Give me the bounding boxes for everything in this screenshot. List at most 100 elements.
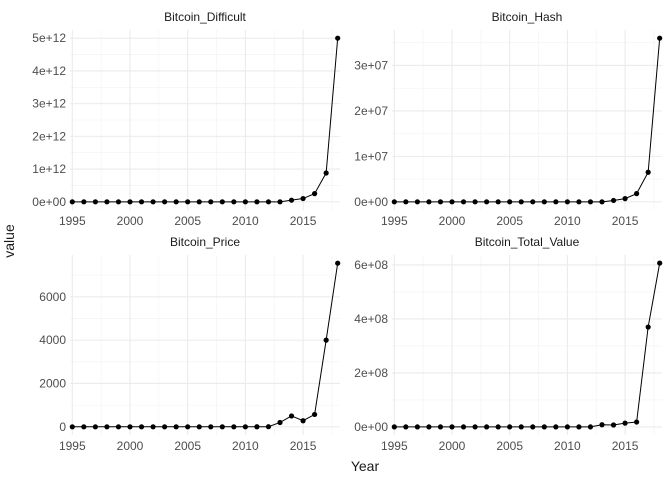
data-point [92, 424, 98, 430]
data-point [173, 199, 179, 205]
x-tick-label: 1995 [59, 439, 86, 453]
data-point [391, 199, 397, 205]
y-tick-label: 0e+00 [354, 195, 388, 209]
data-point [104, 199, 110, 205]
data-point [460, 424, 467, 430]
data-point [138, 424, 145, 430]
x-tick-label: 2010 [232, 214, 259, 228]
data-point [265, 424, 272, 430]
data-point [150, 199, 156, 205]
data-point [634, 419, 640, 425]
data-point [576, 199, 582, 205]
x-tick-label: 2000 [439, 214, 466, 228]
data-point [300, 418, 306, 424]
y-tick-label: 4000 [39, 333, 66, 347]
data-point [81, 424, 87, 430]
data-point [449, 199, 455, 205]
data-point [587, 199, 594, 205]
data-point [507, 424, 513, 430]
data-point [610, 197, 617, 204]
series-line [394, 38, 661, 203]
data-point [530, 424, 536, 430]
y-tick-label: 2000 [39, 376, 66, 390]
data-point [495, 199, 501, 205]
data-point [634, 191, 640, 197]
facet-panel: Bitcoin_Total_Value 1995 2000 2005 2010 2015 0… [354, 235, 663, 453]
y-tick-label: 5e+12 [32, 31, 66, 45]
x-tick-label: 2015 [612, 214, 639, 228]
data-point [219, 424, 225, 430]
x-tick-label: 2015 [612, 439, 639, 453]
data-point [162, 424, 168, 430]
data-point [335, 35, 341, 41]
data-point [69, 199, 75, 205]
data-point [196, 199, 202, 205]
x-tick-label: 2015 [290, 439, 317, 453]
facet-panel: Bitcoin_Price 1995 2000 2005 2010 2015 0 2000 40… [39, 235, 341, 453]
data-point [599, 422, 605, 428]
data-point [495, 424, 501, 430]
data-point [403, 199, 409, 205]
data-point [277, 419, 283, 426]
data-point [81, 199, 87, 205]
data-point [300, 195, 306, 202]
data-point [92, 199, 98, 205]
facet-title: Bitcoin_Difficult [164, 10, 246, 24]
x-tick-label: 2010 [554, 214, 581, 228]
data-point [196, 424, 202, 430]
y-tick-label: 2e+08 [354, 366, 388, 380]
x-tick-label: 2010 [232, 439, 259, 453]
data-point [219, 199, 225, 205]
data-point [541, 424, 547, 430]
y-tick-label: 1e+07 [354, 149, 388, 163]
data-point [518, 424, 524, 430]
data-point [138, 199, 145, 205]
y-tick-label: 2e+12 [32, 129, 66, 143]
data-point [173, 424, 179, 430]
data-point [127, 424, 133, 430]
data-point [507, 199, 513, 205]
data-point [437, 199, 444, 205]
data-point [518, 199, 524, 205]
data-point [657, 35, 663, 41]
y-tick-label: 1e+12 [32, 162, 66, 176]
data-point [254, 199, 260, 205]
data-point [242, 199, 248, 205]
data-point [414, 199, 420, 205]
facet-title: Bitcoin_Price [170, 235, 240, 249]
data-point [472, 424, 478, 430]
data-point [69, 424, 75, 430]
data-point [323, 337, 329, 343]
data-point [254, 424, 260, 430]
data-point [185, 424, 191, 430]
data-point [208, 199, 214, 205]
data-point [426, 424, 432, 430]
x-tick-label: 2005 [496, 214, 523, 228]
data-point [449, 424, 455, 430]
y-tick-label: 0e+00 [32, 195, 66, 209]
data-point [564, 199, 570, 205]
data-point [323, 170, 329, 176]
y-tick-label: 6000 [39, 290, 66, 304]
data-point [426, 199, 432, 205]
data-point [553, 199, 559, 205]
data-point [265, 199, 272, 205]
data-point [484, 424, 490, 430]
data-point [288, 197, 295, 203]
data-point [127, 199, 133, 205]
x-axis-title: Year [351, 458, 380, 474]
series-line [72, 263, 339, 428]
x-tick-label: 1995 [381, 214, 408, 228]
y-tick-label: 4e+12 [32, 64, 66, 78]
data-point [150, 424, 156, 430]
data-point [391, 424, 397, 430]
data-point [564, 424, 570, 430]
data-point [403, 424, 409, 430]
x-tick-label: 2000 [439, 439, 466, 453]
data-point [472, 199, 478, 205]
data-point [104, 424, 110, 430]
y-tick-label: 2e+07 [354, 104, 388, 118]
y-tick-label: 3e+12 [32, 97, 66, 111]
data-point [645, 324, 651, 330]
data-point [576, 424, 582, 430]
